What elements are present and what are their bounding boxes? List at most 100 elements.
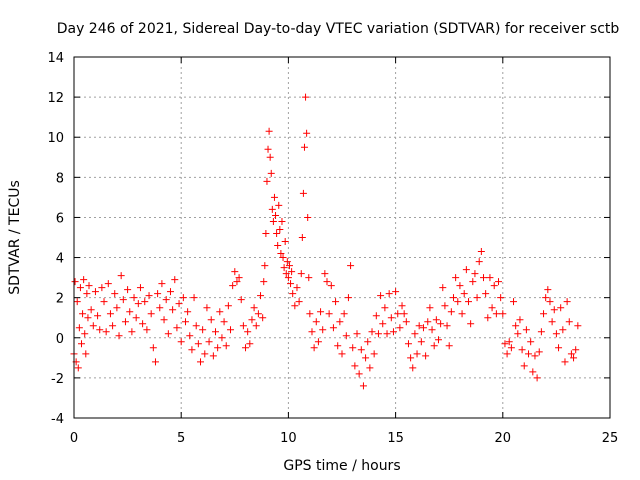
- data-point: [203, 304, 211, 312]
- data-point: [377, 292, 385, 300]
- y-tick-label: 14: [47, 51, 64, 66]
- data-point: [510, 298, 518, 306]
- data-point: [385, 290, 393, 298]
- data-point: [482, 290, 490, 298]
- data-point: [501, 340, 509, 348]
- data-point: [387, 314, 395, 322]
- data-point: [355, 370, 363, 378]
- data-point: [544, 286, 552, 294]
- data-point: [130, 294, 138, 302]
- data-point: [392, 288, 400, 296]
- data-point: [188, 346, 196, 354]
- data-point: [462, 266, 470, 274]
- data-point: [490, 282, 498, 290]
- data-point: [411, 330, 419, 338]
- data-point: [151, 358, 159, 366]
- data-point: [563, 298, 571, 306]
- data-point: [272, 211, 280, 219]
- data-point: [525, 350, 533, 358]
- data-point: [308, 328, 316, 336]
- data-point: [254, 310, 262, 318]
- data-point: [434, 336, 442, 344]
- data-point: [222, 342, 230, 350]
- y-axis-title: SDTVAR / TECUs: [7, 180, 23, 295]
- y-tick-label: -4: [51, 412, 64, 427]
- data-point: [469, 278, 477, 286]
- data-point: [184, 308, 192, 316]
- data-point: [574, 322, 582, 330]
- data-point: [304, 213, 312, 221]
- data-point: [171, 276, 179, 284]
- data-point: [342, 332, 350, 340]
- data-point: [428, 326, 436, 334]
- data-point: [83, 290, 91, 298]
- data-point: [94, 312, 102, 320]
- grid: [74, 57, 610, 418]
- data-point: [156, 304, 164, 312]
- data-point: [132, 314, 140, 322]
- data-point: [400, 310, 408, 318]
- data-point: [264, 145, 272, 153]
- data-point: [263, 177, 271, 185]
- data-point: [458, 310, 466, 318]
- y-tick-label: 2: [56, 292, 64, 307]
- data-point: [415, 322, 423, 330]
- data-point: [514, 330, 522, 338]
- data-point: [531, 352, 539, 360]
- data-point: [246, 340, 254, 348]
- x-tick-label: 25: [602, 431, 619, 446]
- data-point: [267, 169, 275, 177]
- data-point: [325, 310, 333, 318]
- y-tick-label: -2: [51, 372, 64, 387]
- data-point: [160, 316, 168, 324]
- data-point: [561, 358, 569, 366]
- data-point: [143, 326, 151, 334]
- data-point: [359, 382, 367, 390]
- data-point: [300, 143, 308, 151]
- data-point: [192, 322, 200, 330]
- data-point: [298, 234, 306, 241]
- data-point: [475, 258, 483, 266]
- data-point: [344, 294, 352, 302]
- data-point: [548, 318, 556, 326]
- data-point: [570, 354, 578, 362]
- data-point: [126, 308, 134, 316]
- data-point: [407, 354, 415, 362]
- data-point: [239, 322, 247, 330]
- data-point: [124, 286, 132, 294]
- data-point: [327, 282, 335, 290]
- data-point: [113, 304, 121, 312]
- data-point: [383, 330, 391, 338]
- data-point: [507, 344, 515, 352]
- data-point: [268, 205, 276, 213]
- data-point: [299, 189, 307, 197]
- data-point: [347, 262, 355, 270]
- data-point: [362, 354, 370, 362]
- data-point: [291, 302, 299, 310]
- data-point: [351, 362, 359, 370]
- y-tick-label: 6: [56, 211, 64, 226]
- data-point: [503, 350, 511, 358]
- data-point: [567, 350, 575, 358]
- data-point: [312, 318, 320, 326]
- data-point: [181, 318, 189, 326]
- data-point: [396, 324, 404, 332]
- data-point: [73, 298, 81, 306]
- data-point: [216, 308, 224, 316]
- data-point: [402, 318, 410, 326]
- data-point: [196, 358, 204, 366]
- data-point: [424, 318, 432, 326]
- data-point: [85, 282, 93, 290]
- data-point: [119, 296, 127, 304]
- data-point: [158, 280, 166, 288]
- y-tick-label: 12: [47, 91, 64, 106]
- data-point: [235, 274, 243, 282]
- data-point: [278, 217, 286, 225]
- data-point: [281, 238, 289, 246]
- data-point: [310, 344, 318, 352]
- data-point: [179, 294, 187, 302]
- data-point: [231, 268, 239, 276]
- data-point: [75, 324, 83, 332]
- data-point: [432, 316, 440, 324]
- data-point: [404, 340, 412, 348]
